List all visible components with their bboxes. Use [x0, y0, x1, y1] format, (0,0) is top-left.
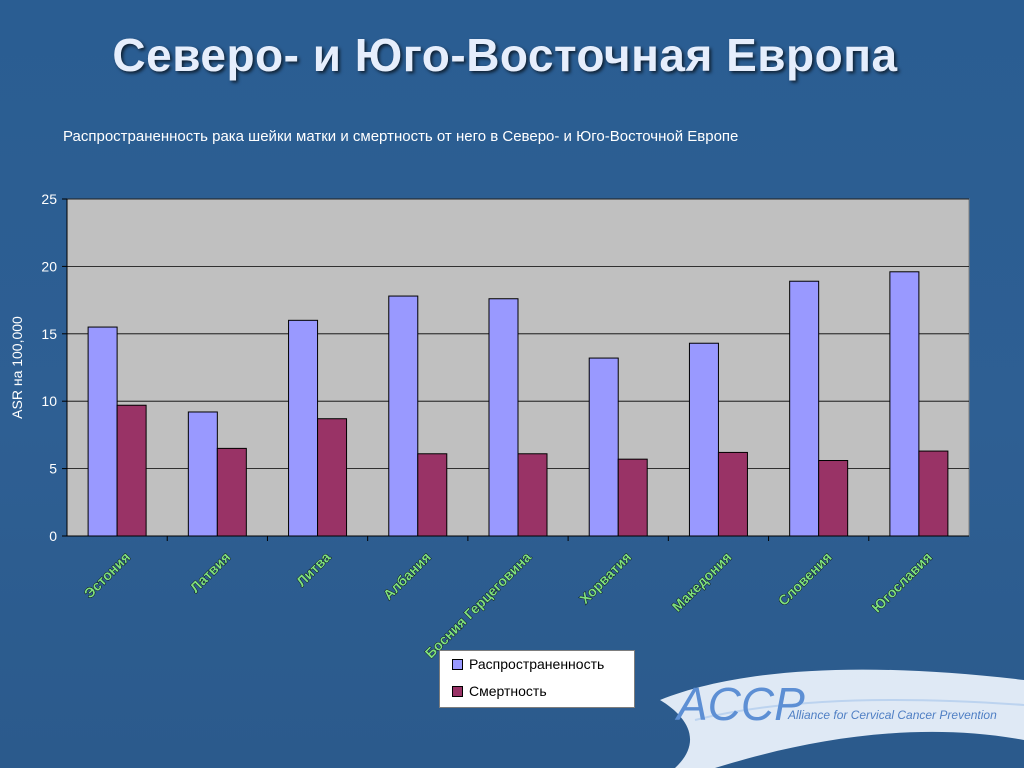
y-axis-label: ASR на 100,000: [9, 316, 25, 419]
bar-prevalence: [889, 271, 920, 537]
bar-mortality: [317, 418, 348, 537]
bar-prevalence: [488, 298, 519, 537]
legend-swatch-mortality: [452, 685, 463, 697]
x-tick-label: Латвия: [187, 549, 234, 596]
y-tick-label: 25: [41, 191, 57, 207]
legend-label-prevalence: Распространенность: [469, 656, 605, 672]
bar-mortality: [717, 451, 748, 537]
y-tick-label: 15: [41, 326, 57, 342]
bar-prevalence: [688, 342, 719, 537]
logo-text: Alliance for Cervical Cancer Prevention: [788, 708, 997, 722]
chart-legend: Распространенность Смертность: [439, 650, 635, 708]
y-tick-label: 20: [41, 258, 57, 274]
legend-label-mortality: Смертность: [469, 683, 547, 699]
x-tick-label: Босния Герцеговина: [422, 549, 535, 662]
bar-prevalence: [288, 319, 319, 537]
x-tick-label: Литва: [293, 549, 334, 590]
y-tick-label: 5: [49, 461, 57, 477]
bar-prevalence: [789, 280, 820, 537]
x-tick-label: Словения: [775, 549, 835, 609]
x-tick-label: Югославия: [868, 549, 935, 616]
legend-item-prevalence: Распространенность: [452, 656, 604, 672]
slide-title: Северо- и Юго-Восточная Европа: [112, 29, 898, 81]
y-tick-label: 0: [49, 528, 57, 544]
y-tick-label: 10: [41, 393, 57, 409]
x-tick-label: Албания: [380, 549, 434, 603]
x-tick-label: Хорватия: [576, 549, 634, 607]
bar-mortality: [216, 447, 247, 537]
chart-title: Распространенность рака шейки матки и см…: [63, 128, 739, 145]
accp-logo: ACCP: [660, 669, 1024, 768]
legend-swatch-prevalence: [452, 658, 463, 670]
x-tick-label: Македония: [669, 549, 735, 615]
bar-mortality: [517, 453, 548, 537]
bar-mortality: [818, 460, 849, 537]
bar-prevalence: [187, 411, 218, 537]
bar-mortality: [918, 450, 949, 537]
legend-item-mortality: Смертность: [452, 683, 547, 699]
bar-mortality: [116, 404, 147, 537]
bar-mortality: [417, 453, 448, 537]
bar-prevalence: [588, 357, 619, 537]
logo-mark: ACCP: [674, 678, 805, 730]
bar-prevalence: [87, 326, 118, 537]
x-tick-label: Эстония: [81, 549, 133, 601]
bar-mortality: [617, 458, 648, 537]
bar-prevalence: [388, 295, 419, 537]
